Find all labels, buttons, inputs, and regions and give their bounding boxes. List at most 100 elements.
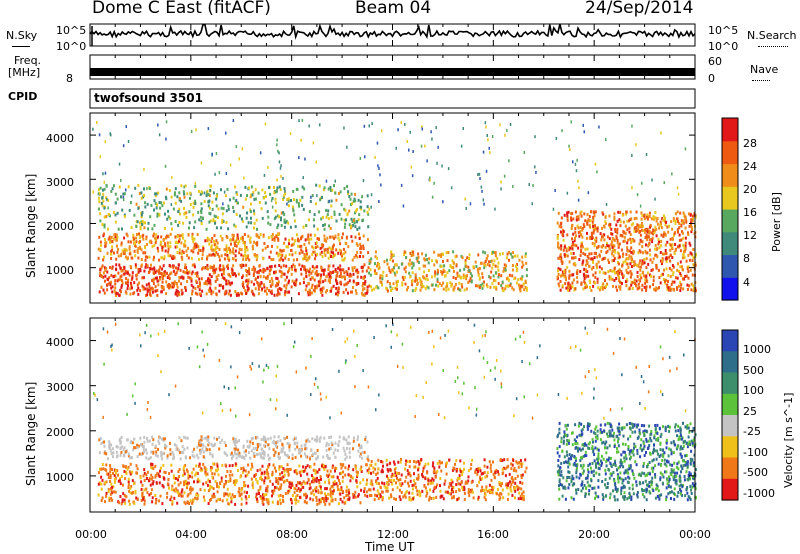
power-cell bbox=[330, 250, 333, 254]
velocity-cell bbox=[171, 500, 174, 504]
power-cell bbox=[562, 248, 565, 252]
power-cell bbox=[242, 264, 245, 267]
power-cell bbox=[687, 253, 690, 257]
velocity-cell bbox=[234, 502, 237, 506]
power-cell bbox=[591, 220, 594, 224]
velocity-cell bbox=[302, 485, 305, 489]
velocity-cell bbox=[150, 492, 153, 495]
velocity-cell bbox=[519, 497, 522, 500]
velocity-cell bbox=[514, 477, 517, 480]
power-cell bbox=[185, 266, 188, 270]
velocity-cell bbox=[283, 480, 285, 484]
power-cell bbox=[287, 258, 290, 261]
power-cell bbox=[455, 264, 458, 268]
power-cell bbox=[182, 221, 185, 225]
power-cell bbox=[150, 203, 153, 207]
velocity-cell bbox=[271, 482, 274, 486]
velocity-cell bbox=[112, 490, 115, 494]
power-cell bbox=[206, 189, 209, 193]
velocity-cell bbox=[105, 491, 108, 495]
power-cell bbox=[283, 272, 286, 276]
velocity-cell bbox=[189, 456, 191, 460]
velocity-cell bbox=[284, 492, 287, 495]
power-cell bbox=[563, 245, 566, 249]
power-cell bbox=[619, 210, 622, 214]
velocity-cell bbox=[127, 483, 130, 486]
power-cell bbox=[155, 206, 158, 210]
velocity-cell bbox=[230, 500, 233, 504]
velocity-cell bbox=[404, 467, 406, 471]
power-cell bbox=[106, 270, 109, 274]
power-cell bbox=[139, 289, 142, 293]
velocity-cell bbox=[342, 446, 345, 450]
power-cell bbox=[327, 187, 330, 191]
power-cell bbox=[687, 233, 690, 236]
power-cell bbox=[214, 172, 216, 176]
power-cell bbox=[194, 272, 197, 275]
power-cell bbox=[583, 267, 586, 271]
velocity-cell bbox=[133, 446, 136, 449]
power-cell bbox=[177, 263, 180, 267]
velocity-cell bbox=[273, 441, 276, 445]
power-cell bbox=[211, 152, 213, 156]
velocity-cell bbox=[143, 450, 146, 454]
power-cell bbox=[245, 279, 248, 283]
power-cell bbox=[617, 252, 620, 256]
power-cell bbox=[644, 278, 647, 282]
power-cell bbox=[251, 193, 254, 197]
power-cell bbox=[322, 272, 325, 276]
power-cell bbox=[481, 272, 484, 276]
velocity-cell bbox=[150, 450, 153, 454]
power-cell bbox=[628, 287, 631, 291]
power-cell bbox=[332, 243, 335, 247]
power-cell bbox=[337, 290, 340, 294]
velocity-cell bbox=[207, 443, 210, 447]
power-cell bbox=[256, 255, 259, 259]
velocity-cell bbox=[479, 475, 482, 479]
power-cell bbox=[532, 184, 534, 187]
velocity-cell bbox=[224, 444, 227, 448]
power-cell bbox=[327, 209, 330, 213]
power-cell bbox=[349, 203, 352, 207]
velocity-cell bbox=[324, 480, 327, 484]
velocity-cell bbox=[347, 435, 350, 439]
velocity-cell bbox=[357, 435, 359, 439]
power-cell bbox=[641, 240, 644, 244]
power-cell bbox=[385, 286, 388, 290]
power-cell bbox=[656, 217, 659, 221]
power-cell bbox=[618, 218, 621, 222]
power-cell bbox=[342, 290, 345, 294]
power-cell bbox=[276, 288, 279, 292]
power-cell bbox=[292, 258, 295, 262]
velocity-cell bbox=[122, 453, 125, 457]
velocity-cell bbox=[357, 494, 360, 498]
power-cell bbox=[237, 201, 239, 205]
power-cell bbox=[655, 266, 658, 270]
velocity-cell bbox=[250, 462, 253, 466]
power-cell bbox=[647, 244, 650, 248]
power-cell bbox=[266, 274, 269, 278]
velocity-cell bbox=[276, 500, 279, 504]
power-cell bbox=[176, 195, 179, 199]
power-cell bbox=[282, 211, 285, 215]
power-cell bbox=[354, 269, 357, 273]
power-cell bbox=[627, 249, 629, 253]
power-cell bbox=[259, 275, 262, 279]
power-cell bbox=[236, 233, 239, 237]
power-cell bbox=[339, 271, 342, 275]
power-cell bbox=[97, 196, 100, 200]
power-cell bbox=[665, 260, 668, 263]
velocity-cell bbox=[164, 471, 167, 475]
power-cell bbox=[116, 197, 119, 201]
power-cell bbox=[144, 246, 147, 250]
power-cell bbox=[604, 279, 606, 282]
power-cell bbox=[640, 276, 643, 280]
power-cell bbox=[178, 293, 181, 297]
power-cell bbox=[165, 234, 168, 238]
velocity-cell bbox=[195, 493, 198, 497]
velocity-cell bbox=[329, 487, 332, 491]
power-cell bbox=[645, 266, 648, 270]
power-cell bbox=[115, 238, 118, 242]
power-cell bbox=[185, 249, 188, 253]
power-cell bbox=[349, 290, 352, 294]
